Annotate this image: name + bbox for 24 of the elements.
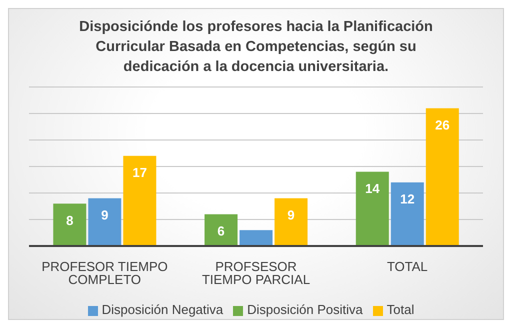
bar bbox=[390, 182, 424, 246]
legend-label: Total bbox=[386, 302, 414, 317]
data-label: 9 bbox=[101, 208, 108, 223]
x-tick-label: PROFSESOR TIEMPO PARCIAL bbox=[202, 259, 310, 288]
bar bbox=[123, 156, 156, 246]
bar bbox=[53, 204, 86, 246]
data-label: 9 bbox=[287, 208, 295, 223]
data-label: 17 bbox=[132, 165, 147, 180]
bar bbox=[88, 198, 122, 246]
legend-label: Disposición Negativa bbox=[102, 302, 224, 317]
x-tick-label: PROFESOR TIEMPO COMPLETO bbox=[42, 259, 168, 288]
bar bbox=[240, 230, 273, 246]
bar bbox=[426, 108, 459, 246]
chart-title: Disposiciónde los profesores hacia la Planificación Curricular Basada en Competencias, según su dedicación a la docencia universitaria. bbox=[78, 18, 434, 77]
legend-label: Disposición Positiva bbox=[247, 302, 363, 317]
data-label: 6 bbox=[217, 223, 225, 238]
bar bbox=[274, 198, 308, 246]
bar bbox=[204, 214, 238, 246]
x-tick-label: TOTAL bbox=[386, 259, 428, 274]
data-label: 8 bbox=[66, 212, 74, 228]
data-label: 26 bbox=[435, 117, 450, 132]
bar bbox=[356, 172, 389, 246]
data-label: 12 bbox=[400, 192, 415, 207]
data-label: 14 bbox=[365, 181, 380, 196]
